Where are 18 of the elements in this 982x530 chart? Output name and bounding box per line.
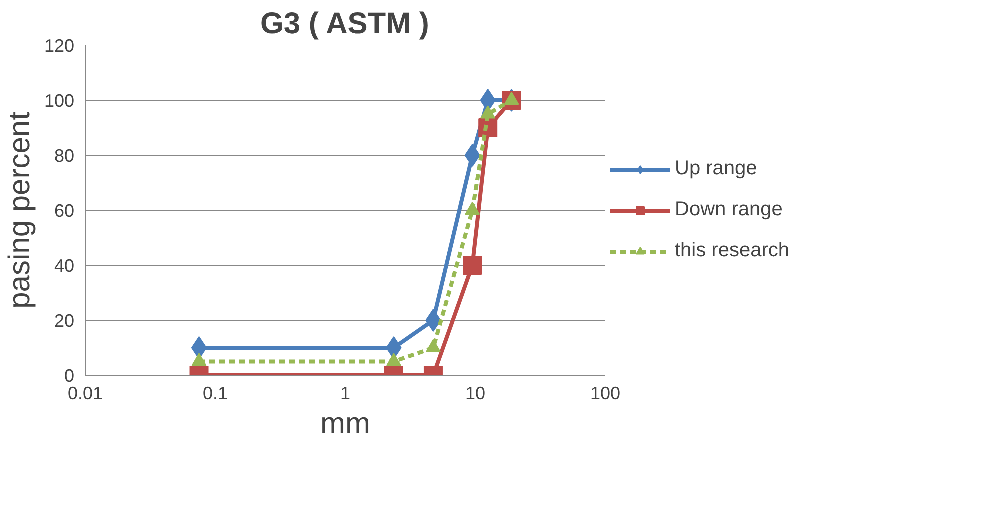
y-tick-label: 20 <box>54 311 75 331</box>
x-tick-label: 1 <box>340 384 351 404</box>
chart-title: G3 ( ASTM ) <box>260 8 430 40</box>
y-tick-label: 60 <box>54 201 75 221</box>
x-tick-label: 0.1 <box>202 384 228 404</box>
y-tick-label: 80 <box>54 146 75 166</box>
legend-label: Down range <box>675 198 783 222</box>
x-axis-title: mm <box>320 408 370 440</box>
y-tick-label: 40 <box>54 256 75 276</box>
y-tick-label: 120 <box>44 36 75 56</box>
x-tick-label: 0.01 <box>68 384 104 404</box>
x-tick-label: 10 <box>465 384 486 404</box>
legend-label: Up range <box>675 158 758 180</box>
x-tick-label: 100 <box>590 384 621 404</box>
y-tick-label: 100 <box>44 91 75 111</box>
y-tick-label: 0 <box>64 366 75 386</box>
legend-label: this research <box>675 240 790 262</box>
y-axis-title: pasing percent <box>3 111 36 309</box>
